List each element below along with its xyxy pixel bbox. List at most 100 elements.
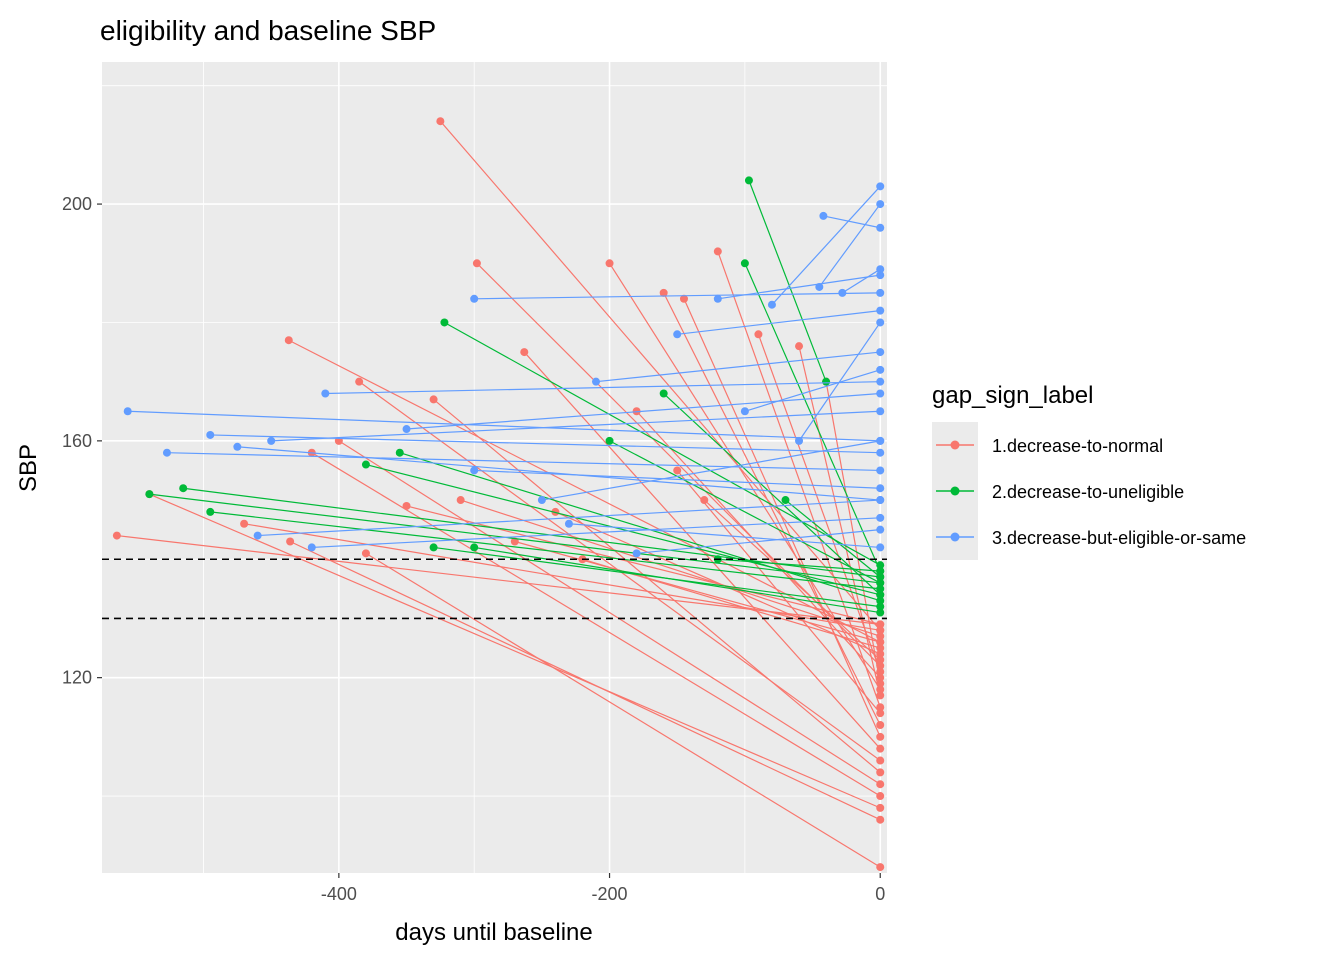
series-line-segment: [748, 180, 827, 382]
data-point: [876, 496, 885, 505]
series-line-segment: [703, 499, 881, 661]
data-point: [876, 803, 885, 812]
data-point: [240, 519, 249, 528]
data-point: [876, 655, 885, 664]
series-line-segment: [325, 381, 881, 395]
series-line-segment: [439, 120, 881, 631]
data-point: [876, 573, 885, 582]
series-line-segment: [460, 499, 881, 637]
data-point: [713, 247, 722, 256]
data-point: [456, 496, 465, 505]
data-point: [321, 389, 330, 398]
data-point: [355, 377, 364, 386]
data-point: [876, 863, 885, 872]
data-point: [876, 649, 885, 658]
data-point: [206, 430, 215, 439]
data-point: [145, 490, 154, 499]
series-line-segment: [514, 540, 881, 643]
series-line-segment: [595, 351, 881, 383]
data-point: [659, 288, 668, 297]
data-point: [876, 590, 885, 599]
data-point: [395, 448, 404, 457]
series-line-segment: [237, 446, 881, 501]
data-point: [876, 200, 885, 209]
y-axis-title: SBP: [15, 444, 42, 492]
data-point: [876, 578, 885, 587]
y-tick-label: 160: [62, 431, 92, 451]
legend-title: gap_sign_label: [932, 382, 1093, 409]
data-point: [876, 543, 885, 552]
data-point: [744, 176, 753, 185]
data-point: [470, 466, 479, 475]
series-line-segment: [271, 410, 881, 442]
data-point: [605, 259, 614, 268]
data-point: [876, 288, 885, 297]
data-point: [876, 792, 885, 801]
data-point: [876, 709, 885, 718]
data-point: [179, 484, 188, 493]
data-point: [659, 389, 668, 398]
data-point: [436, 117, 445, 126]
data-point: [876, 223, 885, 232]
series-line-segment: [365, 463, 881, 596]
series-line-segment: [444, 321, 881, 566]
data-point: [592, 377, 601, 386]
data-point: [876, 513, 885, 522]
data-point: [876, 407, 885, 416]
series-line-segment: [636, 529, 881, 554]
data-point: [361, 549, 370, 558]
data-point: [429, 395, 438, 404]
chart-title: eligibility and baseline SBP: [100, 15, 436, 46]
data-point: [361, 460, 370, 469]
data-point: [876, 448, 885, 457]
series-line-segment: [555, 511, 881, 655]
series-line-segment: [474, 292, 881, 300]
data-point: [520, 348, 529, 357]
data-point: [233, 442, 242, 451]
series-line-segment: [149, 493, 881, 584]
legend-item: 2.decrease-to-uneligible: [932, 468, 1184, 514]
data-point: [267, 436, 276, 445]
series-line-segment: [127, 410, 881, 442]
data-point: [795, 436, 804, 445]
data-point: [876, 638, 885, 647]
data-point: [876, 744, 885, 753]
series-line-segment: [744, 263, 881, 572]
legend-key-point: [950, 532, 960, 542]
data-point: [876, 703, 885, 712]
data-point: [673, 466, 682, 475]
series-line-segment: [289, 540, 881, 821]
data-point: [822, 377, 831, 386]
data-point: [740, 259, 749, 268]
data-point: [876, 626, 885, 635]
data-point: [876, 721, 885, 730]
series-line-segment: [568, 523, 881, 549]
y-tick-label: 200: [62, 194, 92, 214]
data-point: [700, 496, 709, 505]
x-axis-title: days until baseline: [395, 919, 592, 946]
series-line-segment: [365, 552, 881, 868]
data-point: [876, 525, 885, 534]
data-point: [876, 632, 885, 641]
series-line-segment: [818, 203, 881, 288]
data-point: [564, 519, 573, 528]
data-series-layer: [112, 117, 885, 872]
series-line-segment: [474, 546, 881, 614]
data-point: [162, 448, 171, 457]
series-line-segment: [311, 517, 881, 549]
data-point: [876, 567, 885, 576]
data-point: [876, 484, 885, 493]
data-point: [754, 330, 763, 339]
series-line-segment: [798, 322, 881, 442]
legend-item: 1.decrease-to-normal: [932, 422, 1163, 468]
data-point: [781, 496, 790, 505]
data-point: [876, 306, 885, 315]
series-2: [145, 176, 885, 617]
data-point: [876, 265, 885, 274]
series-line-segment: [636, 410, 881, 679]
data-point: [632, 549, 641, 558]
legend: gap_sign_label 1.decrease-to-normal 2.dec…: [932, 382, 1246, 560]
series-line-segment: [842, 268, 881, 294]
data-point: [551, 507, 560, 516]
